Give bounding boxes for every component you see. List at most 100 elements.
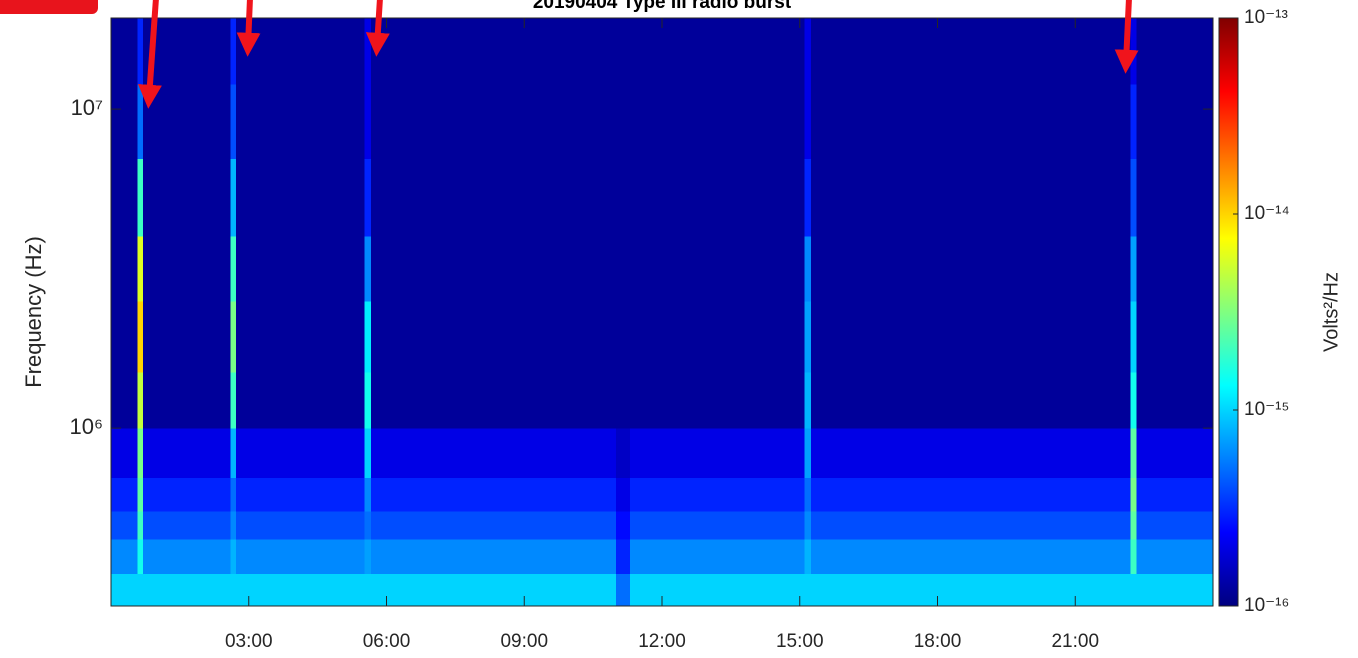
- cell: [811, 301, 1131, 372]
- x-tick-label: 21:00: [1051, 631, 1099, 652]
- cell: [804, 84, 811, 159]
- cell: [364, 428, 371, 478]
- cell: [138, 539, 144, 574]
- cell: [236, 478, 365, 512]
- cell: [1130, 159, 1136, 237]
- arrow: [248, 0, 250, 46]
- cell: [616, 18, 630, 84]
- cell: [111, 236, 138, 302]
- arrow: [377, 0, 380, 46]
- cell: [111, 159, 138, 237]
- cell: [804, 539, 811, 574]
- cell: [1136, 372, 1213, 429]
- y-tick-label: 10⁶: [69, 414, 103, 439]
- cell: [811, 574, 1131, 607]
- cell: [371, 84, 617, 159]
- cell: [364, 539, 371, 574]
- cell: [236, 159, 365, 237]
- cell: [811, 478, 1131, 512]
- cell: [111, 511, 138, 539]
- cell: [236, 539, 365, 574]
- cell: [138, 511, 144, 539]
- cell: [371, 236, 617, 302]
- cell: [230, 478, 236, 512]
- cell: [616, 236, 630, 302]
- cell: [236, 84, 365, 159]
- cell: [1130, 18, 1136, 84]
- cell: [1130, 372, 1136, 429]
- cell: [230, 539, 236, 574]
- cell: [138, 478, 144, 512]
- cell: [1136, 428, 1213, 478]
- page: {"chart_data": { "type": "spectrogram", …: [0, 0, 1358, 658]
- cell: [364, 478, 371, 512]
- cell: [804, 478, 811, 512]
- x-tick-label: 09:00: [500, 631, 548, 652]
- colorbar-scale: [1219, 18, 1238, 606]
- cell: [1136, 539, 1213, 574]
- cell: [230, 574, 236, 607]
- cell: [138, 84, 144, 159]
- cell: [804, 428, 811, 478]
- x-tick-label: 15:00: [776, 631, 824, 652]
- cell: [364, 236, 371, 302]
- chart-title: 20190404 Type III radio burst: [533, 0, 792, 13]
- cell: [616, 84, 630, 159]
- cell: [236, 236, 365, 302]
- cell: [811, 511, 1131, 539]
- cell: [364, 372, 371, 429]
- cell: [138, 428, 144, 478]
- cell: [230, 301, 236, 372]
- cell: [811, 539, 1131, 574]
- cell: [804, 18, 811, 84]
- x-tick-label: 18:00: [914, 631, 962, 652]
- cell: [230, 84, 236, 159]
- cell: [230, 511, 236, 539]
- cell: [111, 84, 138, 159]
- cell: [230, 428, 236, 478]
- cell: [1136, 511, 1213, 539]
- y-tick-label: 10⁷: [71, 95, 103, 120]
- cell: [1130, 84, 1136, 159]
- cell: [616, 511, 630, 539]
- cell: [143, 539, 231, 574]
- cell: [364, 84, 371, 159]
- x-tick-label: 06:00: [363, 631, 411, 652]
- cell: [138, 236, 144, 302]
- cell: [804, 574, 811, 607]
- cell: [616, 159, 630, 237]
- cell: [1136, 18, 1213, 84]
- cell: [630, 511, 805, 539]
- cell: [1130, 478, 1136, 512]
- cell: [811, 236, 1131, 302]
- cell: [236, 428, 365, 478]
- cell: [364, 301, 371, 372]
- cell: [630, 539, 805, 574]
- cell: [111, 372, 138, 429]
- cell: [371, 478, 617, 512]
- cell: [1130, 428, 1136, 478]
- cell: [111, 18, 138, 84]
- cell: [630, 18, 805, 84]
- cell: [1136, 478, 1213, 512]
- x-tick-label: 03:00: [225, 631, 273, 652]
- cell: [371, 511, 617, 539]
- cell: [630, 478, 805, 512]
- cell: [616, 372, 630, 429]
- cell: [1130, 539, 1136, 574]
- cell: [811, 18, 1131, 84]
- cell: [811, 428, 1131, 478]
- cell: [630, 236, 805, 302]
- y-axis-label: Frequency (Hz): [21, 236, 46, 388]
- cell: [138, 574, 144, 607]
- cell: [1130, 236, 1136, 302]
- cell: [143, 236, 231, 302]
- cell: [804, 236, 811, 302]
- cell: [630, 301, 805, 372]
- cell: [1130, 511, 1136, 539]
- cell: [630, 159, 805, 237]
- cell: [236, 511, 365, 539]
- cell: [1136, 236, 1213, 302]
- cell: [364, 574, 371, 607]
